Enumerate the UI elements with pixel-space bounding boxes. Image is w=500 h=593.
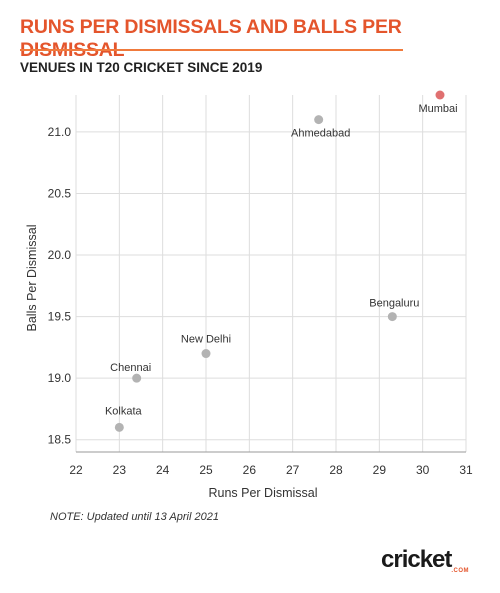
point-label: Chennai	[110, 362, 151, 374]
x-tick-label: 27	[286, 463, 300, 477]
x-tick-label: 25	[199, 463, 213, 477]
x-tick-label: 26	[243, 463, 257, 477]
chart-subtitle: VENUES IN T20 CRICKET SINCE 2019	[20, 60, 263, 75]
cricket-com-logo: cricket .COM	[381, 548, 473, 578]
axes: 22 23 24 25 26 27 28 29 30 31 18.5 19.0 19.5 20.0 20.5…	[48, 125, 473, 477]
x-tick-label: 24	[156, 463, 170, 477]
logo-domain: .COM	[451, 568, 469, 574]
data-point	[314, 115, 324, 125]
x-axis-title: Runs Per Dismissal	[208, 486, 317, 500]
x-tick-label: 30	[416, 463, 430, 477]
data-point	[387, 312, 397, 322]
x-tick-label: 28	[329, 463, 343, 477]
title-underline	[20, 49, 403, 51]
data-points: Mumbai Ahmedabad Bengaluru New Delhi Chennai…	[105, 90, 458, 432]
x-tick-label: 31	[459, 463, 473, 477]
data-point	[201, 349, 211, 359]
y-axis-title: Balls Per Dismissal	[25, 225, 39, 332]
logo-wordmark: cricket	[381, 546, 452, 573]
point-label: Bengaluru	[369, 298, 419, 310]
point-label: Ahmedabad	[291, 128, 350, 140]
data-point	[435, 90, 445, 100]
x-tick-label: 29	[373, 463, 387, 477]
y-tick-label: 19.0	[48, 371, 72, 385]
x-tick-label: 22	[69, 463, 83, 477]
y-tick-label: 21.0	[48, 125, 72, 139]
grid	[75, 95, 467, 452]
y-tick-label: 20.5	[48, 186, 72, 200]
point-label: Kolkata	[105, 405, 143, 417]
x-tick-label: 23	[113, 463, 127, 477]
data-point	[132, 373, 142, 383]
y-tick-label: 18.5	[48, 433, 72, 447]
data-point	[114, 422, 124, 432]
y-tick-label: 19.5	[48, 310, 72, 324]
y-tick-label: 20.0	[48, 248, 72, 262]
point-label: Mumbai	[418, 103, 457, 115]
point-label: New Delhi	[181, 334, 231, 346]
footnote: NOTE: Updated until 13 April 2021	[50, 511, 219, 523]
